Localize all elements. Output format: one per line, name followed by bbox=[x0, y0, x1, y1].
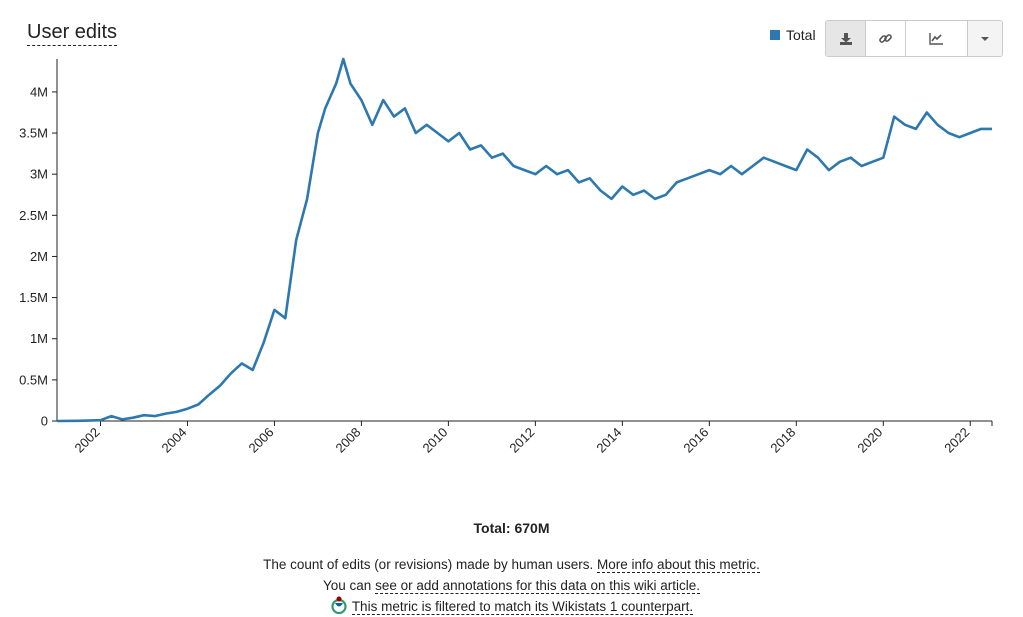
x-tick-label: 2010 bbox=[419, 425, 450, 456]
y-tick-label: 0 bbox=[41, 414, 48, 429]
annotations-prefix: You can bbox=[323, 578, 376, 593]
y-tick-label: 4M bbox=[30, 84, 48, 99]
download-icon bbox=[839, 32, 852, 45]
chart-toolbar bbox=[825, 20, 1003, 57]
chart-options-dropdown[interactable] bbox=[968, 21, 1002, 56]
annotations-link[interactable]: see or add annotations for this data on … bbox=[375, 578, 700, 594]
legend: Total bbox=[770, 27, 816, 43]
x-tick-label: 2022 bbox=[941, 425, 972, 456]
y-tick-label: 3M bbox=[30, 167, 48, 182]
series-total bbox=[56, 57, 992, 423]
description-line-1: The count of edits (or revisions) made b… bbox=[0, 554, 1023, 575]
permalink-button[interactable] bbox=[866, 21, 906, 56]
y-axis: 0 0.5M 1M 1.5M 2M 2.5M 3M 3.5M 4M bbox=[19, 84, 57, 429]
y-tick-label: 2M bbox=[30, 249, 48, 264]
chart-axes bbox=[56, 59, 993, 426]
x-tick-label: 2012 bbox=[506, 425, 537, 456]
description-line-3: This metric is filtered to match its Wik… bbox=[0, 596, 1023, 617]
description-text: The count of edits (or revisions) made b… bbox=[263, 557, 598, 572]
chart-title[interactable]: User edits bbox=[27, 21, 118, 46]
y-tick-label: 1.5M bbox=[19, 290, 48, 305]
series-line-total bbox=[56, 57, 992, 423]
line-chart-icon bbox=[929, 33, 943, 45]
x-tick-label: 2004 bbox=[159, 425, 190, 456]
y-tick-label: 3.5M bbox=[19, 126, 48, 141]
link-icon bbox=[879, 34, 892, 43]
wikimedia-logo-icon bbox=[331, 596, 347, 614]
y-tick-label: 1M bbox=[30, 331, 48, 346]
download-button[interactable] bbox=[826, 21, 866, 56]
caret-down-icon bbox=[981, 36, 989, 41]
x-axis: 2002 2004 2006 2008 2010 2012 2014 2016 2018 2020… bbox=[72, 421, 972, 456]
x-tick-label: 2002 bbox=[72, 425, 103, 456]
more-info-link[interactable]: More info about this metric. bbox=[597, 557, 760, 573]
wikistats-filter-link[interactable]: This metric is filtered to match its Wik… bbox=[351, 599, 694, 615]
x-tick-label: 2014 bbox=[593, 425, 624, 456]
y-tick-label: 2.5M bbox=[19, 208, 48, 223]
x-tick-label: 2008 bbox=[332, 425, 363, 456]
x-tick-label: 2020 bbox=[854, 425, 885, 456]
x-tick-label: 2018 bbox=[767, 425, 798, 456]
metric-description: The count of edits (or revisions) made b… bbox=[0, 554, 1023, 617]
legend-swatch bbox=[770, 30, 780, 40]
total-summary: Total: 670M bbox=[473, 520, 550, 536]
chart-type-button[interactable] bbox=[906, 21, 968, 56]
description-line-2: You can see or add annotations for this … bbox=[0, 575, 1023, 596]
y-tick-label: 0.5M bbox=[19, 372, 48, 387]
legend-label: Total bbox=[786, 27, 816, 43]
x-tick-label: 2006 bbox=[246, 425, 277, 456]
x-tick-label: 2016 bbox=[680, 425, 711, 456]
